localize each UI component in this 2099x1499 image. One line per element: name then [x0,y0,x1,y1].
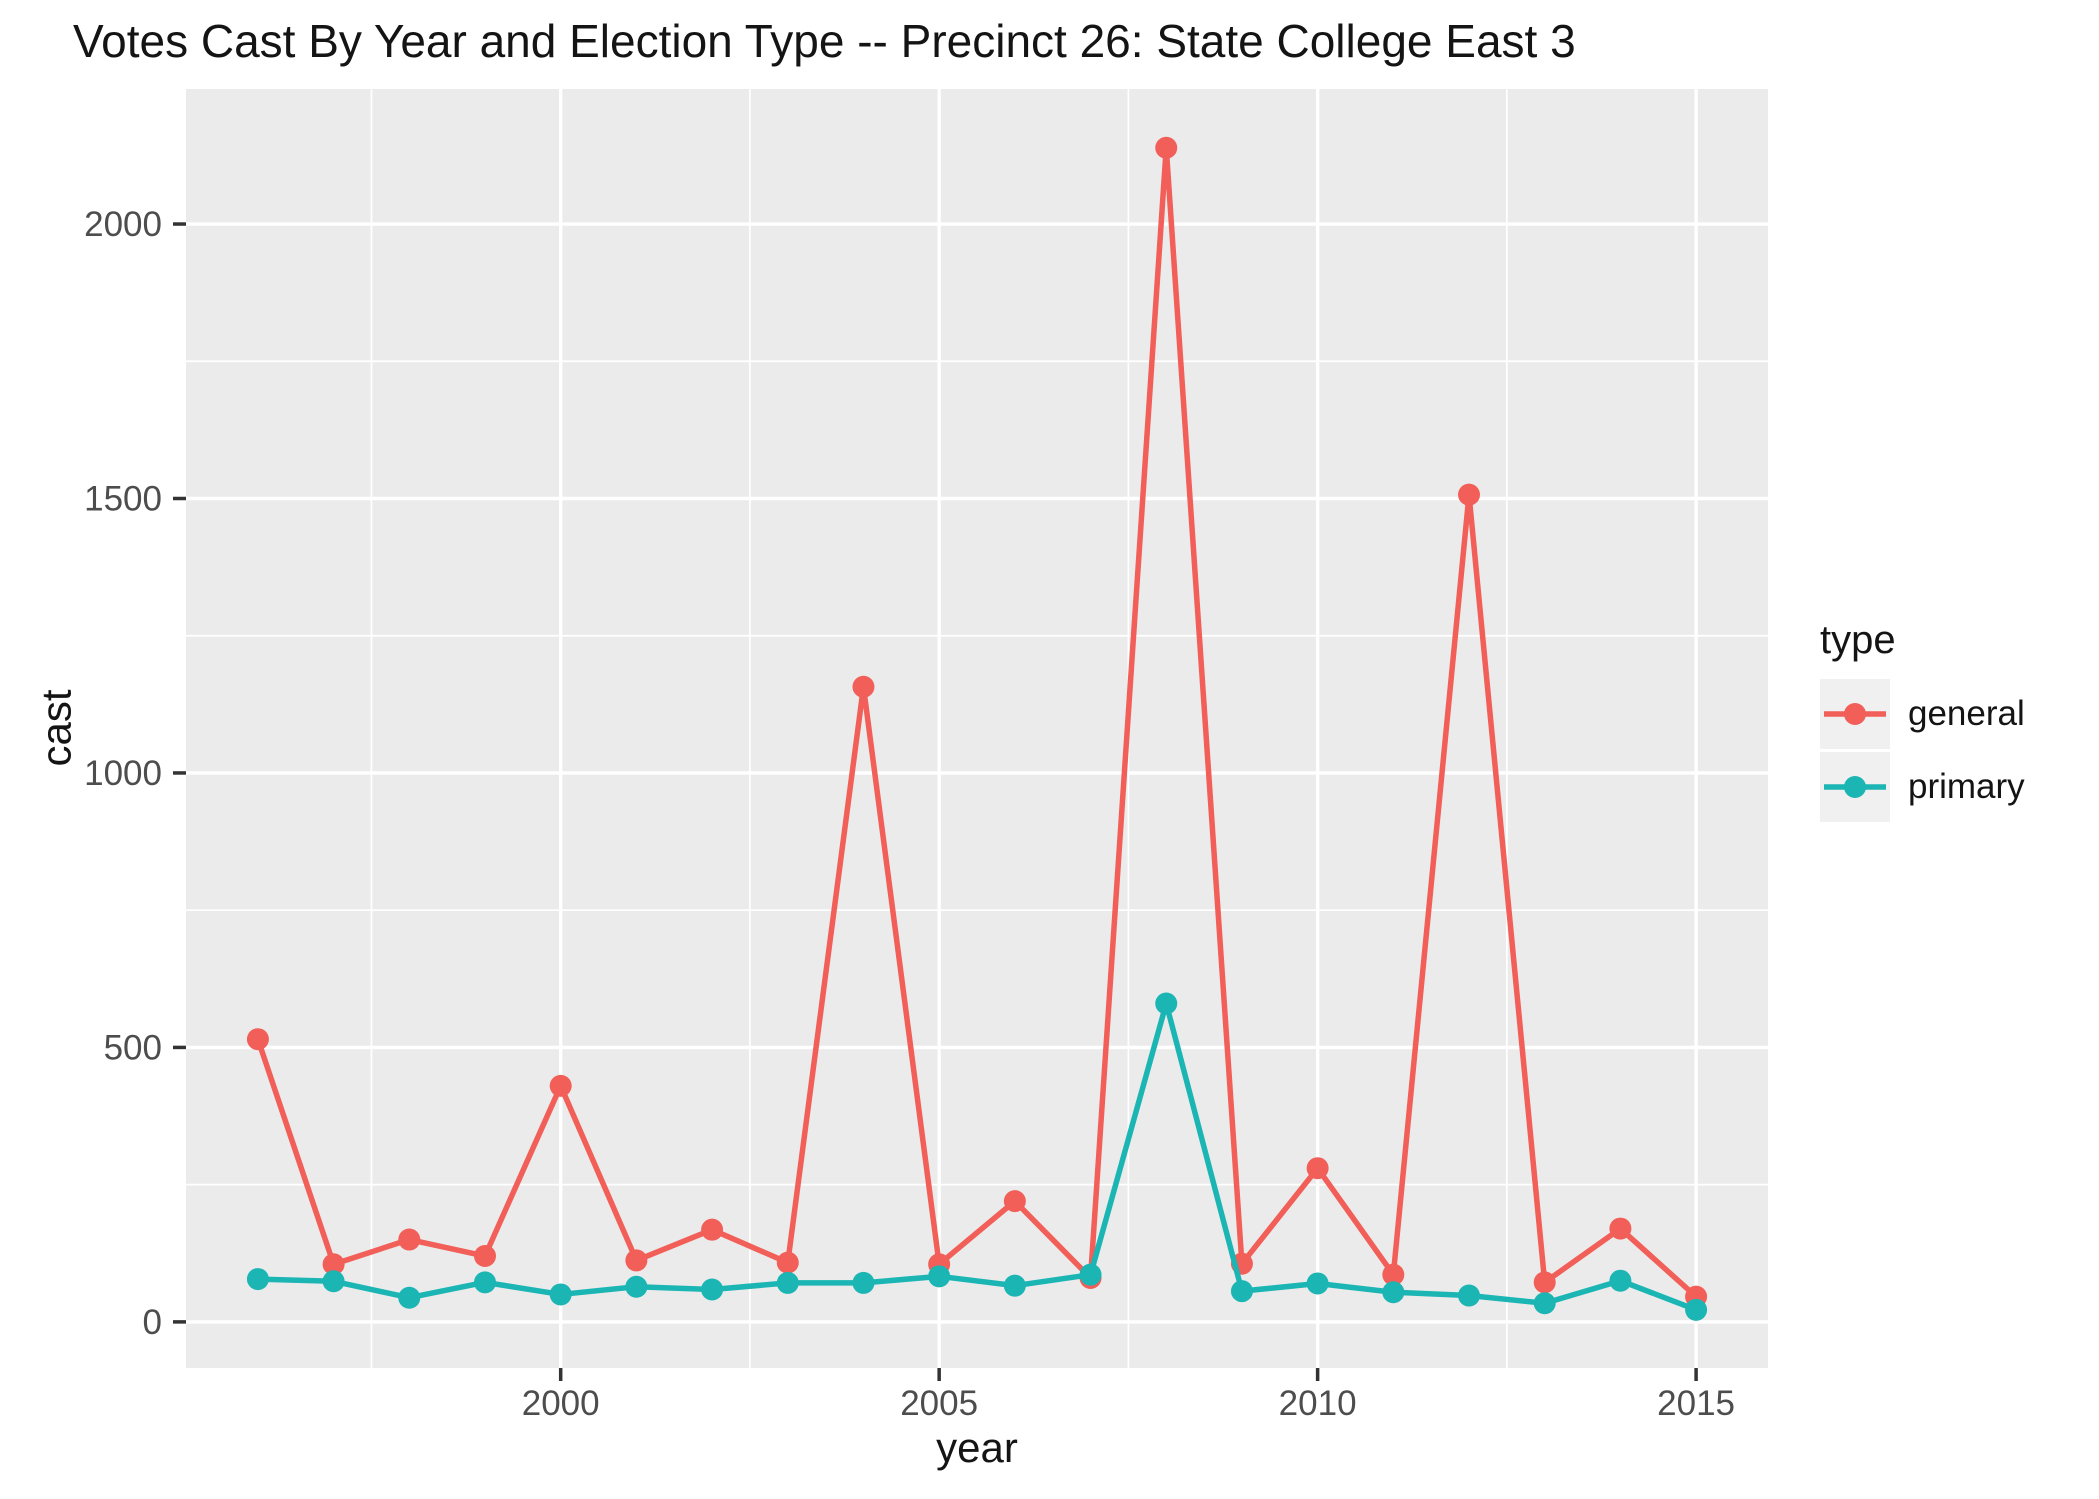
x-tick-label: 2015 [1657,1384,1735,1423]
data-point-general [1382,1263,1405,1286]
legend-entries: general primary [1820,679,2025,822]
legend-key-primary-icon [1820,752,1890,822]
series-line-general [255,144,1699,1300]
data-point-general [246,1028,269,1051]
data-point-general [852,675,875,698]
data-point-general [625,1249,648,1272]
y-tick-label: 1000 [84,754,162,793]
legend-entry-general: general [1820,679,2025,749]
data-point-general [1609,1217,1632,1240]
data-point-primary [1230,1280,1253,1303]
data-point-primary [322,1270,345,1293]
chart-title: Votes Cast By Year and Election Type -- … [73,15,1576,67]
y-tick-label: 2000 [84,205,162,244]
data-point-general [1533,1271,1556,1294]
data-point-general [1458,483,1481,506]
data-point-general [701,1218,724,1241]
data-point-primary [1533,1292,1556,1315]
data-point-primary [1685,1298,1708,1321]
data-point-general [776,1251,799,1274]
data-point-primary [701,1278,724,1301]
y-axis-title: cast [32,689,80,767]
data-point-general [1003,1190,1026,1213]
data-point-general [549,1074,572,1097]
data-point-primary [1155,992,1178,1015]
x-tick-label: 2010 [1279,1384,1357,1423]
series-line-primary [255,1000,1699,1313]
legend-label: primary [1908,767,2025,806]
data-point-general [398,1228,421,1251]
data-point-primary [1079,1263,1102,1286]
data-point-general [473,1245,496,1268]
data-point-primary [1458,1284,1481,1307]
data-point-primary [1306,1272,1329,1295]
data-point-primary [1609,1269,1632,1292]
data-point-primary [852,1271,875,1294]
x-axis-title: year [936,1424,1018,1471]
legend-title: type [1820,618,1896,662]
data-point-general [1155,136,1178,159]
data-point-primary [1382,1281,1405,1304]
legend-key-general-icon [1820,679,1890,749]
y-tick-label: 0 [143,1303,162,1342]
y-tick-label: 500 [104,1028,162,1067]
legend-label: general [1908,694,2025,733]
data-point-primary [928,1265,951,1288]
data-point-primary [776,1271,799,1294]
x-tick-label: 2005 [900,1384,978,1423]
plot-panel [186,89,1768,1368]
data-point-primary [1003,1274,1026,1297]
legend: type general primary [1820,618,2025,825]
legend-entry-primary: primary [1820,752,2025,822]
data-point-primary [398,1286,421,1309]
data-point-general [322,1253,345,1276]
data-point-primary [549,1283,572,1306]
data-point-primary [246,1268,269,1291]
y-tick-label: 1500 [84,479,162,518]
data-point-general [1306,1157,1329,1180]
x-tick-label: 2000 [522,1384,600,1423]
data-point-primary [625,1275,648,1298]
data-point-primary [473,1271,496,1294]
